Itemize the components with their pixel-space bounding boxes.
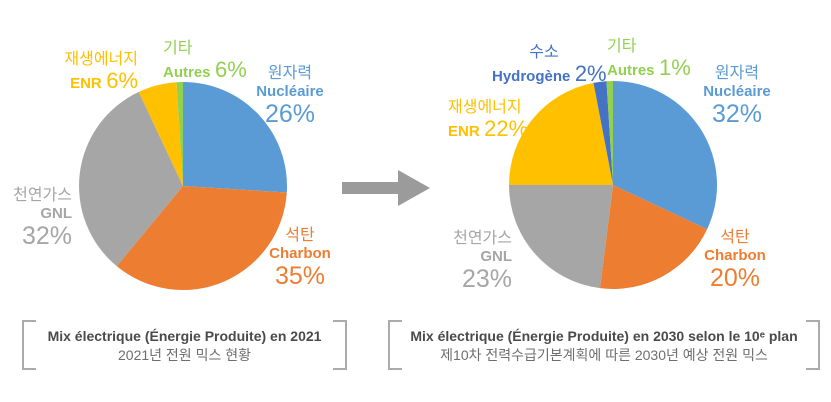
label-french: ENR xyxy=(70,75,102,92)
label-korean: 석탄 xyxy=(720,229,750,246)
label-korean: 석탄 xyxy=(285,227,315,244)
pie-chart-2021 xyxy=(79,82,287,290)
label-percent: 6% xyxy=(214,57,247,82)
label-french: Autres xyxy=(163,64,211,81)
bracket-right-icon xyxy=(806,320,820,370)
label-nucleaire-2030: 원자력 Nucléaire 32% xyxy=(694,64,780,128)
label-percent: 26% xyxy=(264,100,316,128)
pie-slice-gnl xyxy=(509,185,613,289)
label-enr-2021: 재생에너지 ENR 6% xyxy=(18,50,138,96)
label-enr-2030: 재생에너지 ENR 22% xyxy=(448,98,528,144)
pie-slice-charbon xyxy=(116,186,287,290)
label-french: Nucléaire xyxy=(256,83,324,100)
pie-slice-charbon xyxy=(599,185,708,289)
pie-chart-2030 xyxy=(509,81,717,289)
label-percent: 23% xyxy=(461,265,512,293)
label-percent: 6% xyxy=(106,68,138,93)
label-korean: 재생에너지 xyxy=(448,99,522,116)
label-gnl-2030: 천연가스 GNL 23% xyxy=(426,229,512,293)
label-french: Hydrogène xyxy=(492,68,571,85)
caption-korean: 제10차 전력수급기본계획에 따른 2030년 예상 전원 믹스 xyxy=(440,346,768,363)
label-french: Autres xyxy=(607,62,655,79)
label-percent: 35% xyxy=(274,262,326,290)
bracket-left-icon xyxy=(22,320,36,370)
pie-slice-gnl xyxy=(79,91,183,267)
label-korean: 재생에너지 xyxy=(64,51,138,68)
pie-2030-svg xyxy=(509,81,717,289)
label-percent: 22% xyxy=(484,116,529,141)
pie-slice-autres xyxy=(176,82,183,186)
label-gnl-2021: 천연가스 GNL 32% xyxy=(0,186,72,250)
pie-slice-nuclaire xyxy=(183,82,287,193)
label-korean: 기타 xyxy=(607,38,637,55)
caption-2021: Mix électrique (Énergie Produite) en 202… xyxy=(22,320,347,370)
label-french: Charbon xyxy=(269,245,331,262)
label-korean: 천연가스 xyxy=(453,230,512,247)
label-autres-2030: 기타 Autres 1% xyxy=(607,37,691,83)
label-charbon-2021: 석탄 Charbon 35% xyxy=(258,226,342,290)
label-percent: 20% xyxy=(709,264,761,292)
pie-slice-enr xyxy=(509,82,613,185)
label-percent: 2% xyxy=(574,61,607,86)
label-nucleaire-2021: 원자력 Nucléaire 26% xyxy=(248,64,332,128)
caption-korean: 2021년 전원 믹스 현황 xyxy=(118,346,251,363)
pie-slice-nuclaire xyxy=(613,81,717,230)
label-korean: 수소 xyxy=(529,44,559,61)
label-korean: 천연가스 xyxy=(13,187,72,204)
caption-2030: Mix électrique (Énergie Produite) en 203… xyxy=(388,320,820,370)
caption-french: Mix électrique (Énergie Produite) en 203… xyxy=(410,327,798,344)
bracket-right-icon xyxy=(333,320,347,370)
bracket-left-icon xyxy=(388,320,402,370)
label-percent: 32% xyxy=(711,100,763,128)
label-korean: 원자력 xyxy=(267,65,313,82)
label-percent: 1% xyxy=(658,55,691,80)
label-percent: 32% xyxy=(21,222,72,250)
pie-slice-enr xyxy=(138,82,183,186)
label-charbon-2030: 석탄 Charbon 20% xyxy=(692,228,778,292)
label-french: GNL xyxy=(480,248,512,265)
label-korean: 기타 xyxy=(163,40,193,57)
pie-slice-autres xyxy=(606,81,613,185)
pie-slice-hydrogne xyxy=(593,81,613,185)
label-hydrogene-2030: 수소 Hydrogène 2% xyxy=(492,43,607,89)
label-french: Nucléaire xyxy=(703,83,771,100)
label-french: Charbon xyxy=(704,247,766,264)
caption-french: Mix électrique (Énergie Produite) en 202… xyxy=(47,327,322,344)
label-korean: 원자력 xyxy=(714,65,760,82)
label-french: GNL xyxy=(40,205,72,222)
pie-2021-svg xyxy=(79,82,287,290)
label-autres-2021: 기타 Autres 6% xyxy=(163,39,247,85)
transition-arrow-icon xyxy=(342,170,430,206)
label-french: ENR xyxy=(448,123,480,140)
